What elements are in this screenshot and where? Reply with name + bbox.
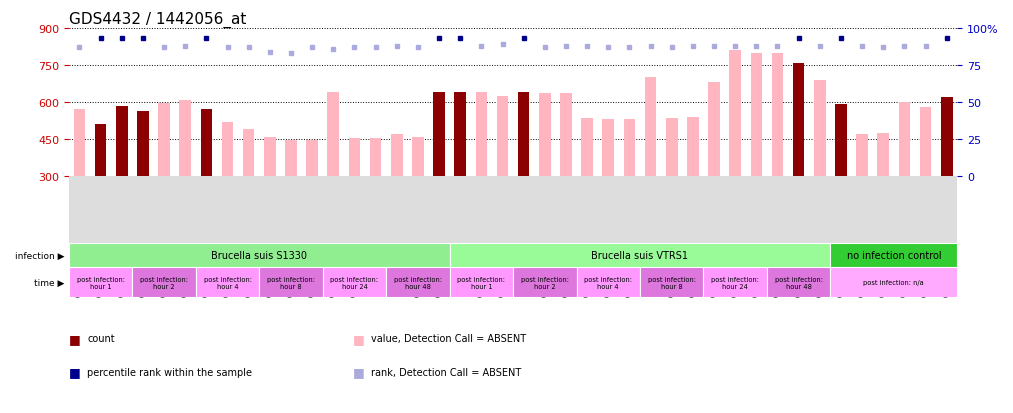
Bar xyxy=(95,125,106,177)
Bar xyxy=(941,98,952,177)
Bar xyxy=(624,120,635,177)
Bar xyxy=(201,110,212,177)
Text: post infection:
hour 2: post infection: hour 2 xyxy=(521,276,569,289)
Bar xyxy=(327,93,339,177)
Bar xyxy=(751,54,762,177)
Text: GDS4432 / 1442056_at: GDS4432 / 1442056_at xyxy=(69,12,246,28)
Bar xyxy=(703,268,767,297)
Bar xyxy=(920,108,931,177)
Bar xyxy=(772,54,783,177)
Bar xyxy=(475,93,487,177)
Text: post infection:
hour 1: post infection: hour 1 xyxy=(77,276,125,289)
Bar xyxy=(391,135,402,177)
Text: post infection:
hour 8: post infection: hour 8 xyxy=(647,276,696,289)
Bar xyxy=(222,122,233,177)
Text: post infection:
hour 2: post infection: hour 2 xyxy=(140,276,188,289)
Bar xyxy=(412,137,423,177)
Text: count: count xyxy=(87,334,114,344)
Bar xyxy=(243,130,254,177)
Text: post infection:
hour 24: post infection: hour 24 xyxy=(330,276,379,289)
Bar xyxy=(814,81,826,177)
Text: time ▶: time ▶ xyxy=(34,278,65,287)
Bar xyxy=(644,78,656,177)
Bar xyxy=(434,93,445,177)
Bar xyxy=(831,268,957,297)
Bar xyxy=(831,244,957,268)
Bar xyxy=(496,97,509,177)
Bar xyxy=(264,137,276,177)
Bar xyxy=(687,118,699,177)
Bar xyxy=(286,141,297,177)
Bar xyxy=(899,103,911,177)
Bar xyxy=(179,100,191,177)
Bar xyxy=(450,244,831,268)
Text: ■: ■ xyxy=(353,365,365,378)
Bar xyxy=(603,120,614,177)
Bar xyxy=(74,110,85,177)
Text: Brucella suis S1330: Brucella suis S1330 xyxy=(212,251,307,261)
Text: ■: ■ xyxy=(69,332,81,345)
Bar xyxy=(306,141,318,177)
Bar xyxy=(133,268,196,297)
Bar xyxy=(455,93,466,177)
Bar xyxy=(576,268,640,297)
Bar xyxy=(196,268,259,297)
Text: post infection:
hour 1: post infection: hour 1 xyxy=(457,276,505,289)
Text: post infection:
hour 24: post infection: hour 24 xyxy=(711,276,759,289)
Bar xyxy=(137,112,149,177)
Bar xyxy=(450,268,514,297)
Bar xyxy=(115,107,128,177)
Text: ■: ■ xyxy=(353,332,365,345)
Bar xyxy=(793,63,804,177)
Text: no infection control: no infection control xyxy=(847,251,941,261)
Text: post infection: n/a: post infection: n/a xyxy=(863,280,924,285)
Bar xyxy=(666,119,678,177)
Text: post infection:
hour 48: post infection: hour 48 xyxy=(394,276,442,289)
Text: post infection:
hour 4: post infection: hour 4 xyxy=(204,276,251,289)
Bar xyxy=(386,268,450,297)
Bar xyxy=(729,51,741,177)
Bar xyxy=(640,268,703,297)
Bar xyxy=(581,119,593,177)
Bar xyxy=(514,268,576,297)
Bar xyxy=(348,138,361,177)
Bar xyxy=(767,268,831,297)
Bar xyxy=(259,268,323,297)
Text: post infection:
hour 48: post infection: hour 48 xyxy=(775,276,823,289)
Bar xyxy=(370,138,382,177)
Bar xyxy=(856,135,868,177)
Bar xyxy=(69,268,133,297)
Bar xyxy=(518,93,530,177)
Bar xyxy=(708,83,720,177)
Bar xyxy=(323,268,386,297)
Bar xyxy=(560,94,571,177)
Text: infection ▶: infection ▶ xyxy=(15,251,65,260)
Text: post infection:
hour 8: post infection: hour 8 xyxy=(267,276,315,289)
Bar xyxy=(877,133,889,177)
Text: ■: ■ xyxy=(69,365,81,378)
Text: value, Detection Call = ABSENT: value, Detection Call = ABSENT xyxy=(371,334,526,344)
Text: post infection:
hour 4: post infection: hour 4 xyxy=(585,276,632,289)
Bar xyxy=(539,94,551,177)
Text: rank, Detection Call = ABSENT: rank, Detection Call = ABSENT xyxy=(371,367,521,377)
Bar xyxy=(158,104,170,177)
Text: Brucella suis VTRS1: Brucella suis VTRS1 xyxy=(592,251,689,261)
Text: percentile rank within the sample: percentile rank within the sample xyxy=(87,367,252,377)
Bar xyxy=(69,244,450,268)
Bar xyxy=(835,105,847,177)
